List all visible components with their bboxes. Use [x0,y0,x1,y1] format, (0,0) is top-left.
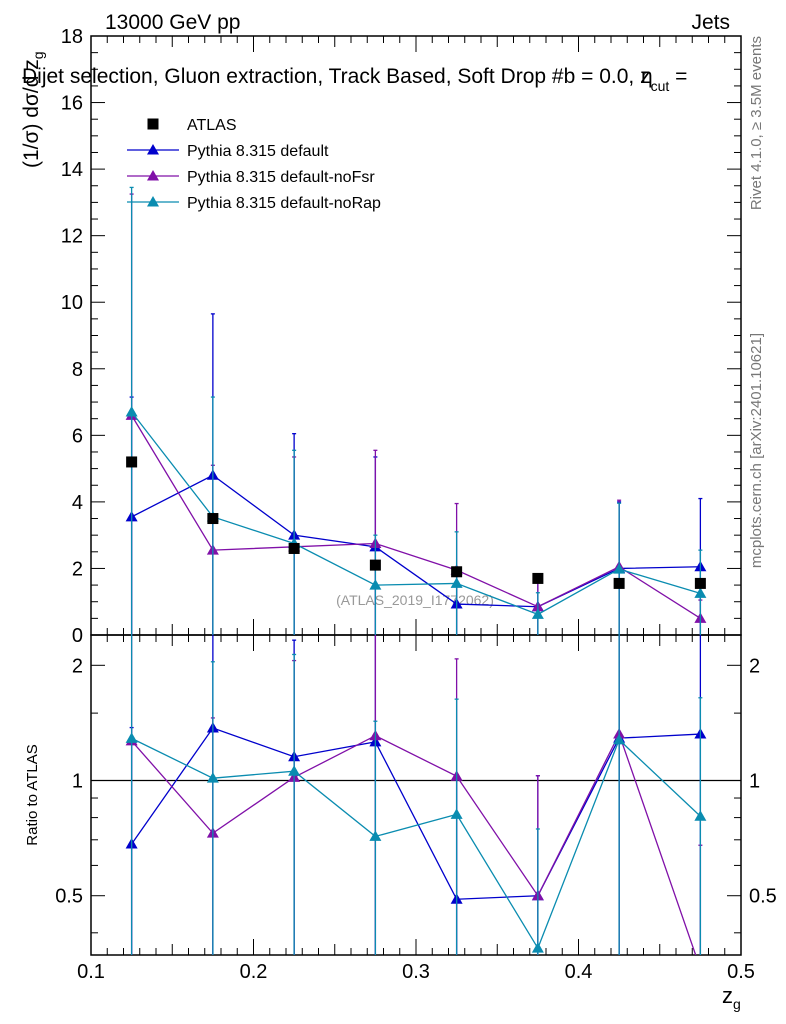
series-3-ratio-point [694,810,707,821]
x-tick-label: 0.1 [77,961,105,983]
legend-label-3: Pythia 8.315 default-noRap [187,195,381,212]
legend-marker-3 [147,196,159,207]
x-tick-label: 0.3 [402,961,430,983]
series-3-point [694,587,707,598]
x-axis-label: zg [722,983,741,1012]
process-label: Jets [691,11,730,34]
plot-title-tail: = [669,65,687,88]
series-3-point [613,563,626,574]
ratio-ytick-label-right: 1 [749,771,760,793]
legend-marker-1 [147,144,159,155]
top-ytick-label: 2 [72,558,83,580]
series-3-point [125,406,138,417]
atlas-point [451,566,463,578]
mcplots-label: mcplots.cern.ch [arXiv:2401.10621] [748,333,765,568]
plot-title-sub: cut [651,78,670,94]
ratio-panel-axes: 0.5 0.5 1 1 2 2 0.1 0.2 0.3 0.4 0.5 [55,634,777,983]
ratio-data-clip [125,635,707,974]
series-3-ratio-point [369,830,382,841]
top-ytick-label: 14 [61,159,83,181]
top-ylabel-sub: g [30,51,46,59]
ratio-ytick-label: 1 [72,771,83,793]
atlas-point [532,572,544,584]
plot-title-main: Dijet selection, Gluon extraction, Track… [22,65,651,88]
top-ytick-label: 12 [61,226,83,248]
top-ytick-label: 18 [61,26,83,48]
legend-marker-atlas [147,118,159,130]
legend: ATLAS Pythia 8.315 default Pythia 8.315 de… [127,117,381,212]
x-axis-label-main: z [722,983,733,1008]
plot-title: Dijet selection, Gluon extraction, Track… [22,65,687,94]
energy-label: 13000 GeV pp [105,11,240,34]
series-3-ratio-point [531,942,544,953]
top-ytick-label: 16 [61,93,83,115]
atlas-point [288,542,300,554]
top-ytick-label: 0 [72,625,83,647]
series-3-ratio-point [206,772,219,783]
ratio-ytick-label: 0.5 [55,886,83,908]
series-2-line [131,415,701,619]
analysis-watermark: (ATLAS_2019_I1772062) [336,592,494,608]
ratio-ylabel: Ratio to ATLAS [24,744,41,845]
series-3-point [450,577,463,588]
top-ytick-label: 4 [72,492,83,514]
atlas-point [613,577,625,589]
legend-label-0: ATLAS [187,117,237,134]
ratio-ytick-label-right: 2 [749,655,760,677]
top-panel-data [125,186,707,635]
ratio-ytick-label: 2 [72,655,83,677]
top-ytick-label: 6 [72,425,83,447]
series-1-ratio-line [131,727,701,900]
top-ylabel: (1/σ) dσ/d zg [20,51,46,168]
atlas-point [694,577,706,589]
series-1-line [131,474,701,608]
series-2-ratio-line [131,732,697,955]
x-tick-label: 0.4 [565,961,593,983]
series-3-point [369,579,382,590]
legend-label-2: Pythia 8.315 default-noFsr [187,169,375,186]
rivet-label: Rivet 4.1.0, ≥ 3.5M events [748,36,765,210]
ratio-panel-frame [90,634,742,956]
top-panel-axes: 0 2 4 6 8 10 12 14 16 18 [61,26,742,647]
series-3-ratio-point [450,808,463,819]
series-2-ratio-point [694,963,706,974]
plot-title-overlap-glyph: η [641,65,653,88]
legend-marker-2 [147,170,159,181]
x-tick-label: 0.5 [727,961,755,983]
atlas-point [207,513,219,525]
series-3-ratio-line [131,737,701,950]
series-3-line [131,411,701,616]
atlas-point [369,559,381,571]
atlas-point [126,456,138,468]
ratio-ytick-label-right: 0.5 [749,886,777,908]
x-axis-label-sub: g [733,996,741,1012]
top-ylabel-main: (1/σ) dσ/d z [20,59,43,168]
x-tick-label: 0.2 [240,961,268,983]
top-ytick-label: 10 [61,292,83,314]
series-3-point [531,608,544,619]
series-3-ratio-point [125,732,138,743]
series-3-ratio-point [288,765,301,776]
top-ytick-label: 8 [72,359,83,381]
top-data-clip [125,186,707,635]
series-3-ratio-point [613,733,626,745]
ratio-panel-data [125,635,707,974]
legend-label-1: Pythia 8.315 default [187,143,329,160]
